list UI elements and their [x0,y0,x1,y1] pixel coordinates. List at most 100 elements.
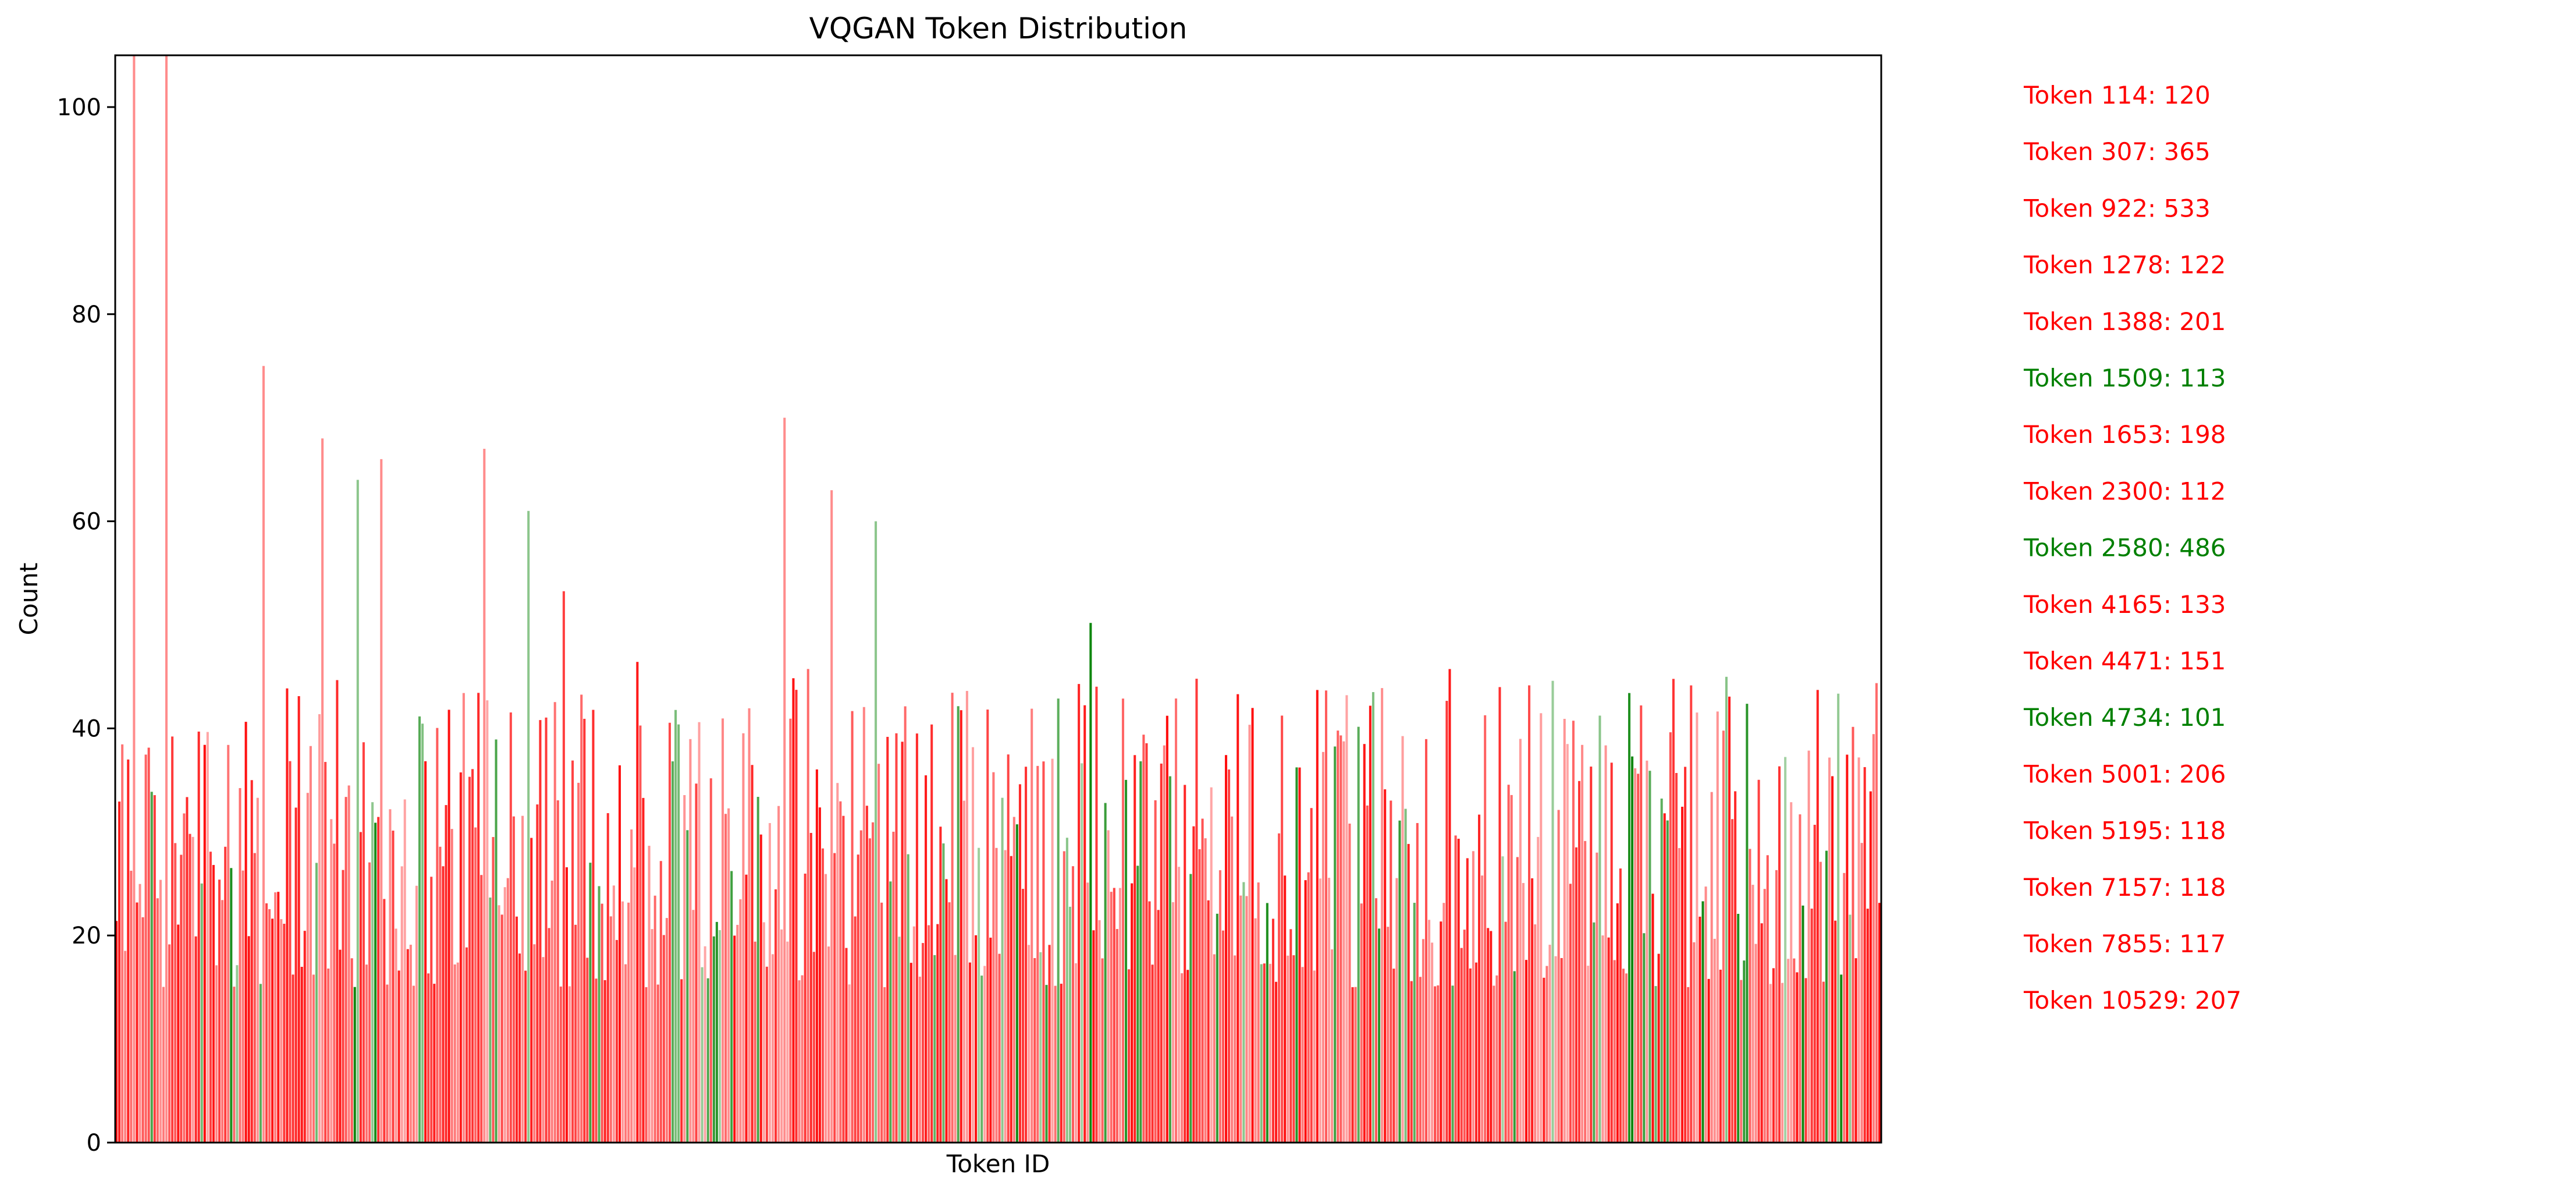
bar [356,480,359,1143]
bar [1495,975,1498,1143]
bar [1637,774,1640,1143]
bar [430,877,433,1143]
bar [262,366,265,1143]
bar [1163,745,1166,1143]
bar [418,716,421,1143]
bar [703,946,706,1143]
bar [818,807,821,1143]
bar [668,722,671,1143]
bar [792,678,795,1143]
bar [365,964,368,1143]
bar [180,854,183,1143]
token-annotation: Token 2580: 486 [2023,534,2226,562]
bar [1289,929,1292,1143]
bar [1107,830,1110,1143]
bar [453,964,456,1143]
bar [1060,984,1063,1143]
bar [1248,725,1251,1143]
bar [183,813,186,1143]
bar [1525,960,1527,1143]
bar [486,700,489,1143]
bar [342,870,344,1143]
bar [615,939,618,1143]
bar [653,895,656,1143]
bar [1274,981,1278,1143]
bar [1816,690,1819,1143]
bar [1534,924,1537,1143]
bar [1490,931,1493,1143]
bar [1566,744,1569,1143]
bar [980,976,983,1143]
bar [1028,945,1031,1143]
bar [1134,755,1136,1143]
bar [718,930,722,1143]
bar [1113,888,1115,1143]
bar [930,724,933,1143]
bar [1766,855,1769,1143]
bar [1101,958,1104,1143]
bar [171,736,174,1143]
bar [1643,933,1646,1143]
bar [612,885,615,1143]
bar [412,985,415,1143]
bar [1863,767,1866,1143]
bar [1345,695,1348,1143]
bar [386,984,389,1143]
bar [424,761,427,1143]
plot-frame [114,54,1882,1144]
bar [1313,970,1316,1143]
bar [892,831,895,1143]
bar [772,954,774,1143]
bar [1551,680,1554,1143]
bar [1796,972,1799,1143]
bar [1646,760,1648,1143]
bar [1563,719,1566,1143]
bar [948,902,951,1143]
bar [344,797,347,1143]
bar [1775,870,1778,1143]
bar [442,866,445,1143]
bar [1398,820,1401,1143]
bar [138,884,141,1143]
bar [928,925,930,1143]
token-annotation: Token 5001: 206 [2023,760,2226,788]
bar [1224,755,1228,1143]
bar [736,924,739,1143]
bar [403,799,406,1143]
bar [221,900,224,1143]
bar [321,438,324,1143]
bar [1281,715,1284,1143]
bar [1810,909,1813,1143]
bar [177,924,180,1143]
bar [1198,849,1201,1143]
bar [889,881,892,1143]
bar [256,797,259,1143]
bar [683,795,686,1143]
bar [762,922,765,1143]
bar [548,928,550,1143]
bar [1634,768,1637,1143]
bar [742,733,745,1143]
bar [1754,944,1757,1143]
bar [595,978,598,1143]
bar [868,838,871,1143]
y-tick-label: 20 [72,923,101,949]
bar [215,965,218,1143]
bar [627,902,630,1143]
bar [1660,798,1663,1143]
token-annotations: Token 114: 120 Token 307: 365 Token 922: 5… [2023,81,2241,1015]
bar [1395,878,1398,1143]
bar [1251,708,1254,1143]
bar [601,903,603,1143]
bar [1237,694,1239,1143]
bar [1128,969,1131,1143]
token-annotation: Token 114: 120 [2023,81,2211,109]
bar [1648,771,1651,1143]
bar [203,744,206,1143]
bar [1751,885,1754,1143]
bar [1384,789,1387,1143]
bar [439,846,442,1143]
bar [306,793,309,1143]
bar [118,801,121,1143]
bar [945,879,948,1143]
